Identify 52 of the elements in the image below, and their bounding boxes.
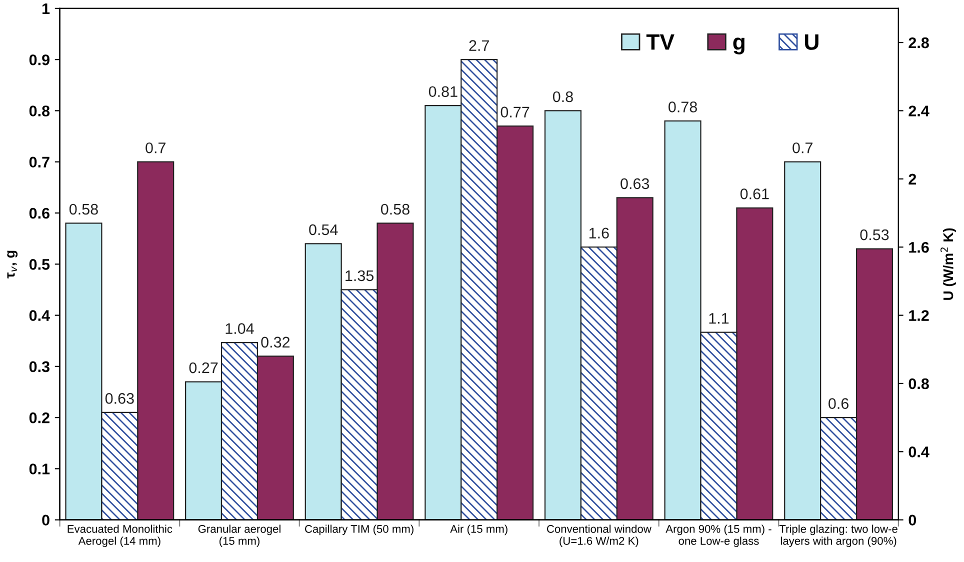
y2-tick-label: 2.4 [908,106,930,116]
y-tick-label: 0.4 [29,310,50,321]
y-tick-label: 0.3 [29,361,50,372]
y-axis-title: τ$_{v}$, g [7,250,18,278]
data-label: 0.6 [828,398,848,409]
data-label: 1.1 [709,313,729,324]
y-tick-label: 1 [42,3,50,14]
data-label: 0.63 [620,178,650,190]
legend-label: TV [646,34,674,50]
data-label: 1.6 [589,228,609,239]
y-tick-label: 0.6 [29,208,50,219]
y2-tick-label: 0.4 [908,446,930,458]
data-label: 1.04 [226,323,254,334]
x-tick-label: Capillary TIM (50 mm) [305,524,414,536]
data-label: 0.7 [146,142,166,154]
y2-tick-label: 0 [908,514,916,526]
x-tick-label: Granular aerogel (15 mm) [198,524,280,548]
y2-tick-label: 2.8 [908,37,929,48]
data-label: 0.61 [740,188,769,200]
legend-label: g [733,38,744,54]
data-label: 0.32 [261,336,290,348]
y2-axis-title: U (W/m$^{2}$ K) [940,228,956,300]
y-tick-label: 0.5 [29,259,50,270]
y2-tick-label: 1.6 [909,242,929,253]
data-label: 0.77 [500,106,530,118]
y-tick-label: 0.9 [29,54,50,66]
legend-label: U [805,34,818,50]
y2-tick-label: 1.2 [909,310,929,321]
x-tick-label: Conventional window (U=1.6 W/m2 K) [546,524,652,548]
x-tick-label: Evacuated Monolithic Aerogel (14 mm) [68,524,172,548]
x-tick-label: Air (15 mm) [450,524,508,536]
data-label: 2.7 [469,40,489,51]
data-label: 0.58 [69,204,98,215]
y-tick-label: 0.2 [29,412,50,424]
x-tick-label: Argon 90% (15 mm) - one Low-e glass [666,524,772,548]
y2-tick-label: 0.8 [908,378,929,390]
data-label: 0.58 [380,204,410,215]
data-label: 0.78 [668,102,697,112]
y2-tick-label: 2 [908,174,916,184]
data-label: 0.27 [189,362,218,374]
data-label: 0.63 [105,393,134,404]
y-tick-label: 0.1 [29,464,50,474]
data-label: 0.54 [309,224,338,236]
y-tick-label: 0 [42,514,50,526]
data-label: 0.53 [860,229,889,240]
x-tick-label: Triple glazing: two low-e layers with argon (90%) [779,524,898,548]
data-label: 1.35 [346,270,374,282]
data-label: 0.81 [428,86,458,98]
data-label: 0.7 [792,142,812,154]
y-tick-label: 0.7 [29,156,50,168]
data-label: 0.8 [552,91,573,102]
y-tick-label: 0.8 [29,106,50,116]
